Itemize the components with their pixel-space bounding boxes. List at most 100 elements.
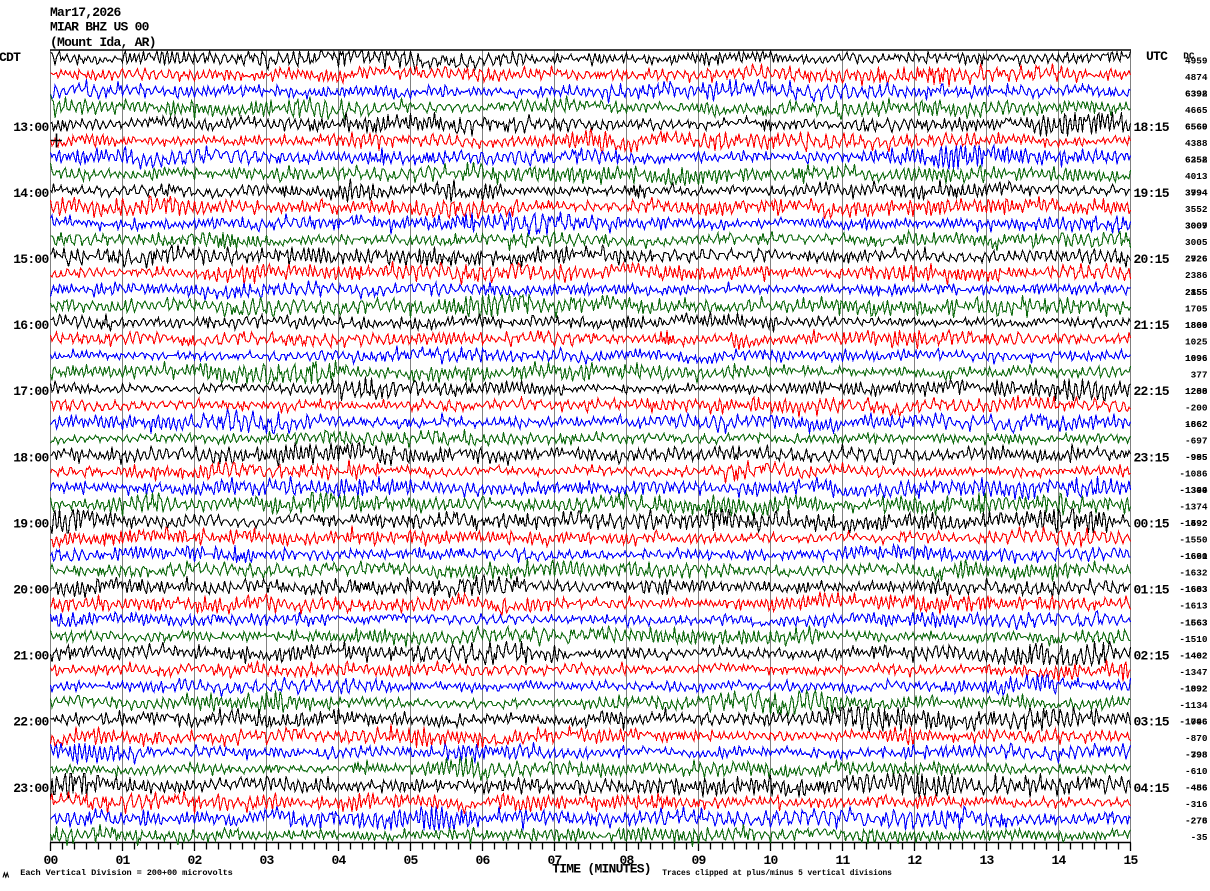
svg-text:-870: -870	[1185, 733, 1208, 744]
svg-text:4874: 4874	[1185, 72, 1208, 83]
svg-text:1866: 1866	[1185, 320, 1208, 331]
svg-text:-1510: -1510	[1179, 634, 1208, 645]
svg-text:-1660: -1660	[1179, 551, 1208, 562]
svg-text:-1613: -1613	[1179, 601, 1208, 612]
svg-text:4665: 4665	[1185, 105, 1208, 116]
svg-text:05: 05	[403, 853, 418, 868]
svg-text:6560: 6560	[1185, 122, 1208, 133]
svg-text:13: 13	[979, 853, 994, 868]
svg-text:-398: -398	[1185, 749, 1208, 760]
svg-text:(Mount Ida, AR): (Mount Ida, AR)	[50, 35, 156, 50]
svg-text:10: 10	[763, 853, 778, 868]
svg-text:1288: 1288	[1185, 386, 1208, 397]
svg-text:-985: -985	[1185, 452, 1208, 463]
svg-text:-1092: -1092	[1179, 683, 1208, 694]
svg-text:21:00: 21:00	[13, 649, 49, 664]
svg-text:3007: 3007	[1185, 221, 1208, 232]
svg-text:-610: -610	[1185, 766, 1208, 777]
svg-text:-697: -697	[1185, 435, 1208, 446]
svg-text:-1592: -1592	[1179, 518, 1208, 529]
svg-text:MIAR BHZ US 00: MIAR BHZ US 00	[50, 20, 150, 35]
svg-text:11: 11	[835, 853, 850, 868]
svg-text:-1691: -1691	[1179, 551, 1208, 562]
svg-text:20:00: 20:00	[13, 583, 49, 598]
svg-text:2855: 2855	[1185, 287, 1208, 298]
svg-text:UTC: UTC	[1146, 49, 1168, 64]
svg-text:-1892: -1892	[1179, 683, 1208, 694]
svg-text:02: 02	[187, 853, 202, 868]
svg-text:-1663: -1663	[1179, 617, 1208, 628]
svg-text:-1086: -1086	[1179, 469, 1208, 480]
svg-text:01:15: 01:15	[1134, 583, 1170, 598]
svg-text:-1096: -1096	[1179, 716, 1208, 727]
svg-text:2155: 2155	[1185, 287, 1208, 298]
svg-text:04: 04	[331, 853, 346, 868]
svg-text:-1462: -1462	[1179, 650, 1208, 661]
svg-text:01: 01	[115, 853, 130, 868]
svg-text:-200: -200	[1185, 402, 1208, 413]
svg-text:Each Vertical Division = 200+: Each Vertical Division = 200+00 microvol…	[20, 868, 232, 878]
svg-text:2386: 2386	[1185, 270, 1208, 281]
svg-text:22:00: 22:00	[13, 715, 49, 730]
svg-text:-1399: -1399	[1179, 485, 1208, 496]
svg-text:-1374: -1374	[1179, 502, 1208, 513]
svg-text:6252: 6252	[1185, 155, 1208, 166]
svg-text:19:15: 19:15	[1134, 186, 1170, 201]
svg-text:-1603: -1603	[1179, 584, 1208, 595]
svg-text:06: 06	[475, 853, 490, 868]
svg-text:08: 08	[619, 853, 634, 868]
svg-text:12: 12	[907, 853, 922, 868]
svg-text:CDT: CDT	[0, 50, 21, 65]
svg-text:-35: -35	[1191, 832, 1208, 843]
svg-text:Mar17,2026: Mar17,2026	[50, 5, 121, 20]
svg-text:17:00: 17:00	[13, 384, 49, 399]
svg-text:00:15: 00:15	[1134, 516, 1170, 531]
svg-text:DC: DC	[1183, 51, 1195, 62]
svg-text:2726: 2726	[1185, 254, 1208, 265]
svg-text:13:00: 13:00	[13, 120, 49, 135]
svg-text:19:00: 19:00	[13, 516, 49, 531]
svg-text:-1347: -1347	[1179, 667, 1207, 678]
svg-text:-1492: -1492	[1179, 518, 1208, 529]
svg-text:4013: 4013	[1185, 171, 1208, 182]
svg-text:1696: 1696	[1185, 353, 1208, 364]
svg-text:-276: -276	[1185, 816, 1208, 827]
svg-text:09: 09	[691, 853, 706, 868]
svg-text:1662: 1662	[1185, 419, 1208, 430]
svg-text:-1550: -1550	[1179, 535, 1208, 546]
svg-text:07: 07	[547, 853, 561, 868]
svg-text:1025: 1025	[1185, 336, 1208, 347]
svg-text:03: 03	[259, 853, 274, 868]
svg-text:1096: 1096	[1185, 353, 1208, 364]
svg-text:-486: -486	[1185, 783, 1208, 794]
svg-text:14:00: 14:00	[13, 186, 49, 201]
svg-text:TIME (MINUTES): TIME (MINUTES)	[552, 862, 651, 877]
svg-text:6358: 6358	[1185, 155, 1208, 166]
svg-text:04:15: 04:15	[1134, 781, 1170, 796]
svg-text:-862: -862	[1185, 419, 1208, 430]
svg-text:2926: 2926	[1185, 254, 1208, 265]
svg-text:00: 00	[43, 853, 58, 868]
svg-text:-1563: -1563	[1179, 617, 1208, 628]
svg-text:-995: -995	[1185, 452, 1208, 463]
svg-text:18:15: 18:15	[1134, 120, 1170, 135]
svg-text:-278: -278	[1185, 816, 1208, 827]
svg-text:18:00: 18:00	[13, 450, 49, 465]
svg-text:1809: 1809	[1185, 320, 1208, 331]
svg-text:6398: 6398	[1185, 88, 1208, 99]
svg-text:-1402: -1402	[1179, 650, 1208, 661]
svg-text:4388: 4388	[1185, 138, 1208, 149]
svg-text:23:00: 23:00	[13, 781, 49, 796]
svg-text:-316: -316	[1185, 799, 1208, 810]
svg-text:22:15: 22:15	[1134, 384, 1170, 399]
svg-text:16:00: 16:00	[13, 318, 49, 333]
svg-text:20:15: 20:15	[1134, 252, 1170, 267]
svg-text:-1683: -1683	[1179, 584, 1208, 595]
svg-text:03:15: 03:15	[1134, 715, 1170, 730]
svg-text:3009: 3009	[1185, 221, 1208, 232]
svg-text:-1344: -1344	[1179, 485, 1208, 496]
svg-text:3005: 3005	[1185, 237, 1208, 248]
svg-text:-1746: -1746	[1179, 716, 1208, 727]
svg-text:3994: 3994	[1185, 188, 1208, 199]
svg-text:4959: 4959	[1185, 55, 1208, 66]
